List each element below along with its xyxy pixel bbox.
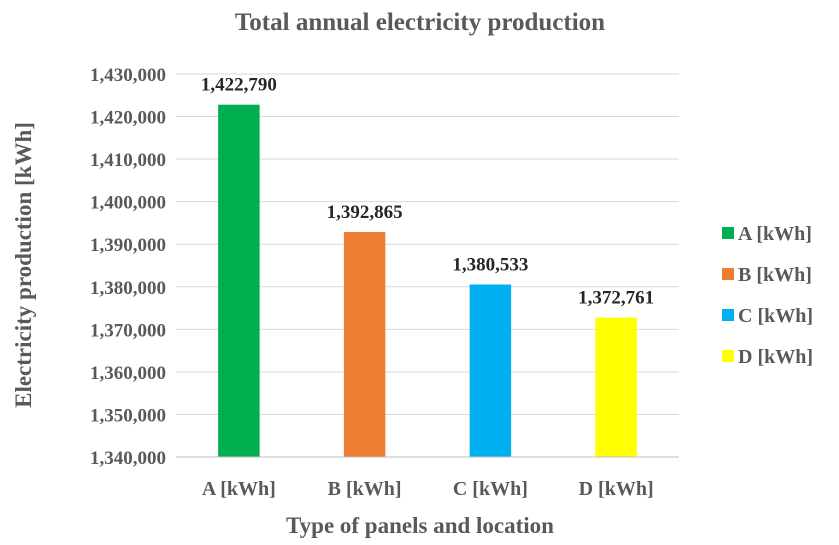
- y-axis-ticks: 1,340,000 1,350,000 1,360,000 1,370,000 1,38…: [90, 65, 166, 469]
- legend-swatch: [722, 350, 734, 362]
- legend-swatch: [722, 309, 734, 321]
- bar: [469, 284, 512, 457]
- y-tick-label: 1,370,000: [90, 320, 166, 341]
- legend-label: C [kWh]: [738, 305, 813, 327]
- x-axis-title: Type of panels and location: [286, 513, 554, 538]
- legend-label: B [kWh]: [738, 264, 812, 286]
- y-tick-label: 1,410,000: [90, 150, 166, 171]
- data-label: 1,422,790: [201, 75, 277, 96]
- legend-label: A [kWh]: [738, 223, 812, 245]
- legend-label: D [kWh]: [738, 346, 813, 368]
- bars: [218, 104, 637, 457]
- y-tick-label: 1,350,000: [90, 405, 166, 426]
- x-tick-label: C [kWh]: [453, 478, 528, 500]
- bar: [218, 104, 260, 457]
- x-axis-ticks: A [kWh] B [kWh] C [kWh] D [kWh]: [202, 478, 654, 500]
- y-tick-label: 1,430,000: [90, 65, 166, 86]
- data-label: 1,392,865: [327, 202, 403, 223]
- y-tick-label: 1,340,000: [90, 448, 166, 469]
- x-tick-label: B [kWh]: [328, 478, 402, 500]
- data-labels: 1,422,790 1,392,865 1,380,533 1,372,761: [201, 75, 654, 309]
- x-tick-label: D [kWh]: [579, 478, 654, 500]
- legend: A [kWh] B [kWh] C [kWh] D [kWh]: [722, 223, 813, 368]
- y-tick-label: 1,390,000: [90, 235, 166, 256]
- data-label: 1,380,533: [452, 255, 528, 276]
- y-axis-title: Electricity production [kWh]: [11, 122, 36, 408]
- x-tick-label: A [kWh]: [202, 478, 276, 500]
- bar: [595, 317, 637, 457]
- data-label: 1,372,761: [578, 288, 654, 309]
- gridlines: [176, 73, 679, 415]
- y-tick-label: 1,420,000: [90, 108, 166, 129]
- y-tick-label: 1,380,000: [90, 278, 166, 299]
- bar: [343, 232, 386, 457]
- y-tick-label: 1,360,000: [90, 363, 166, 384]
- legend-swatch: [722, 268, 734, 280]
- y-tick-label: 1,400,000: [90, 193, 166, 214]
- chart-title: Total annual electricity production: [235, 9, 605, 36]
- legend-swatch: [722, 227, 734, 239]
